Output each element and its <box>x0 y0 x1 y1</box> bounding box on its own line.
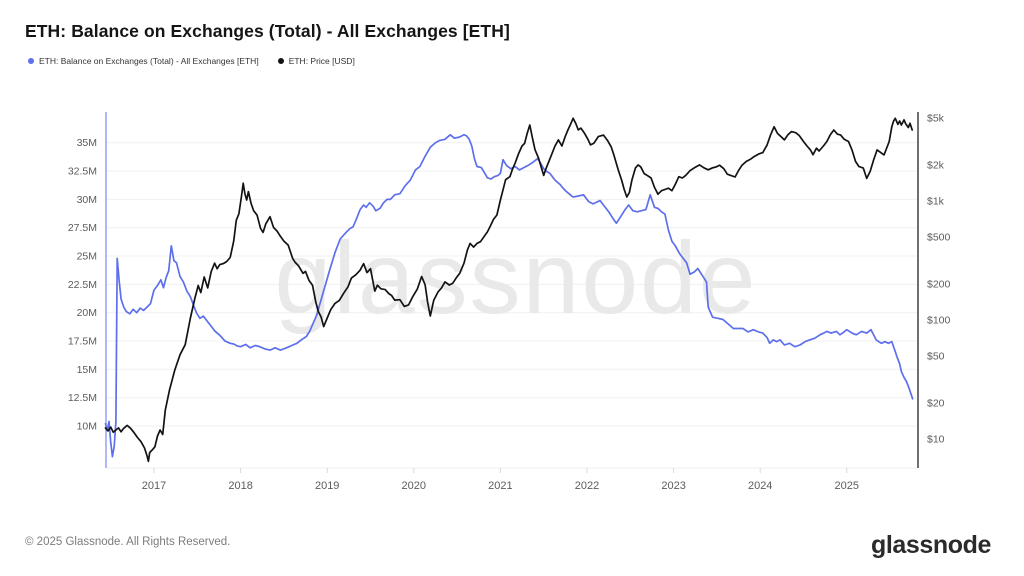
right-axis-tick-label: $50 <box>927 350 945 362</box>
x-tick-label: 2024 <box>748 480 772 492</box>
x-tick-label: 2022 <box>575 480 599 492</box>
right-axis-tick-label: $5k <box>927 112 945 124</box>
right-axis-tick-label: $100 <box>927 315 951 327</box>
watermark: glassnode <box>274 221 757 335</box>
right-axis-tick-label: $2k <box>927 160 945 172</box>
glassnode-logo[interactable]: glassnode <box>871 531 992 559</box>
right-axis-tick-label: $10 <box>927 434 945 446</box>
left-axis-tick-label: 32.5M <box>68 166 97 178</box>
left-axis-tick-label: 17.5M <box>68 336 97 348</box>
right-axis-tick-label: $500 <box>927 231 951 243</box>
legend-item-balance[interactable]: ETH: Balance on Exchanges (Total) - All … <box>28 56 259 66</box>
left-axis-tick-label: 12.5M <box>68 392 97 404</box>
left-axis-tick-label: 30M <box>77 194 97 206</box>
right-axis-tick-label: $200 <box>927 279 951 291</box>
balance-series-dot-icon <box>28 58 34 64</box>
left-axis-tick-label: 20M <box>77 307 97 319</box>
x-tick-label: 2018 <box>228 480 252 492</box>
legend-item-label: ETH: Price [USD] <box>288 56 355 66</box>
right-axis-tick-label: $20 <box>927 398 945 410</box>
legend-item-price[interactable]: ETH: Price [USD] <box>277 56 355 66</box>
price-series-dot-icon <box>277 58 284 64</box>
left-axis-tick-label: 15M <box>77 364 97 376</box>
price-series-line <box>104 117 914 463</box>
left-axis-tick-label: 35M <box>77 137 97 149</box>
x-tick-label: 2020 <box>402 480 426 492</box>
x-tick-label: 2023 <box>661 480 685 492</box>
x-tick-label: 2017 <box>142 480 166 492</box>
right-axis-tick-label: $1k <box>927 196 945 208</box>
legend: ETH: Balance on Exchanges (Total) - All … <box>28 56 355 66</box>
copyright-text: © 2025 Glassnode. All Rights Reserved. <box>25 536 231 548</box>
page-title: ETH: Balance on Exchanges (Total) - All … <box>25 21 510 41</box>
left-axis-tick-label: 22.5M <box>68 279 97 291</box>
legend-item-label: ETH: Balance on Exchanges (Total) - All … <box>39 56 259 66</box>
balance-series-line <box>104 133 914 458</box>
x-tick-label: 2021 <box>488 480 512 492</box>
x-tick-label: 2019 <box>315 480 339 492</box>
left-axis-tick-label: 25M <box>77 251 97 263</box>
left-axis-tick-label: 27.5M <box>68 222 97 234</box>
x-tick-label: 2025 <box>835 480 859 492</box>
left-axis-tick-label: 10M <box>77 421 97 433</box>
